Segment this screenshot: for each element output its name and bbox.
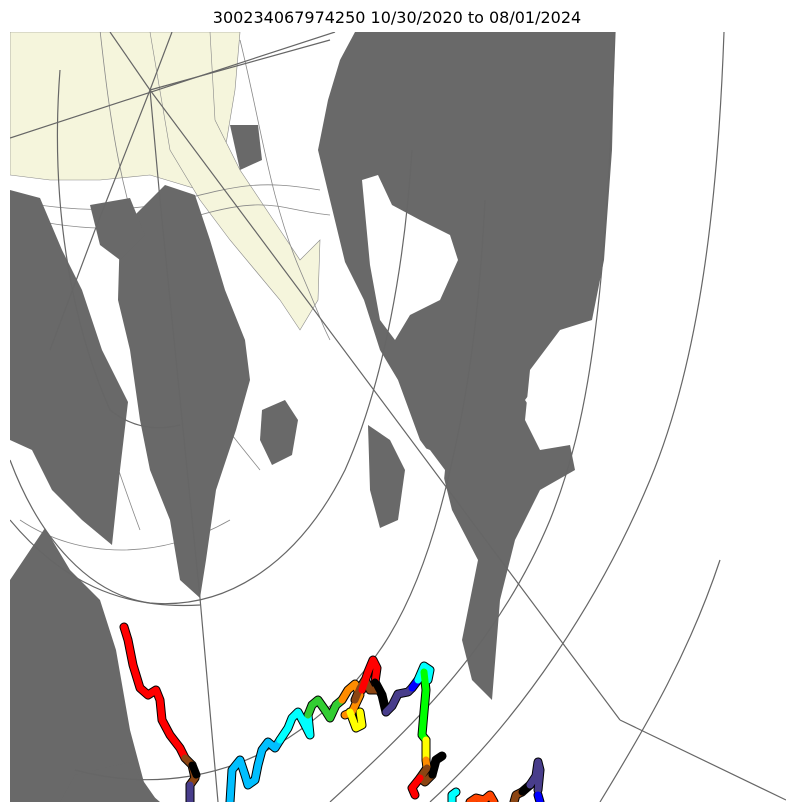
track-segment: [428, 752, 446, 779]
land-southwest: [10, 528, 160, 802]
land-archipelago: [10, 190, 128, 545]
track-segment: [448, 788, 460, 802]
track-segment: [120, 623, 189, 762]
land-archipelago-north: [90, 198, 145, 260]
sea-inlet: [362, 175, 458, 340]
drift-track: [119, 622, 545, 802]
track-segment: [226, 736, 284, 802]
land-eurasia: [318, 32, 615, 700]
track-segment: [304, 696, 346, 722]
track-segment: [382, 684, 416, 716]
track-segment: [418, 668, 430, 744]
track-segment: [276, 708, 314, 744]
sea-inlet-3: [400, 440, 445, 530]
land-island-2: [368, 425, 405, 528]
track-segment: [346, 708, 366, 732]
track-segment: [534, 791, 544, 802]
track-segment: [466, 791, 498, 802]
land-island-4: [60, 762, 158, 802]
land-island-3: [230, 125, 262, 170]
sea-inlet-2: [525, 330, 600, 415]
ice-region-center: [149, 32, 321, 331]
map-title: 300234067974250 10/30/2020 to 08/01/2024: [212, 8, 582, 27]
track-segment: [408, 774, 424, 799]
track-segment: [358, 656, 381, 694]
land-island-1: [260, 400, 298, 465]
land-masses: [10, 32, 615, 802]
track-segment: [526, 758, 544, 794]
track-segment: [188, 761, 200, 779]
land-greenland: [118, 185, 250, 598]
graticule: [10, 32, 786, 802]
ice-shelf-regions: [10, 32, 321, 331]
track-segment: [371, 678, 390, 716]
